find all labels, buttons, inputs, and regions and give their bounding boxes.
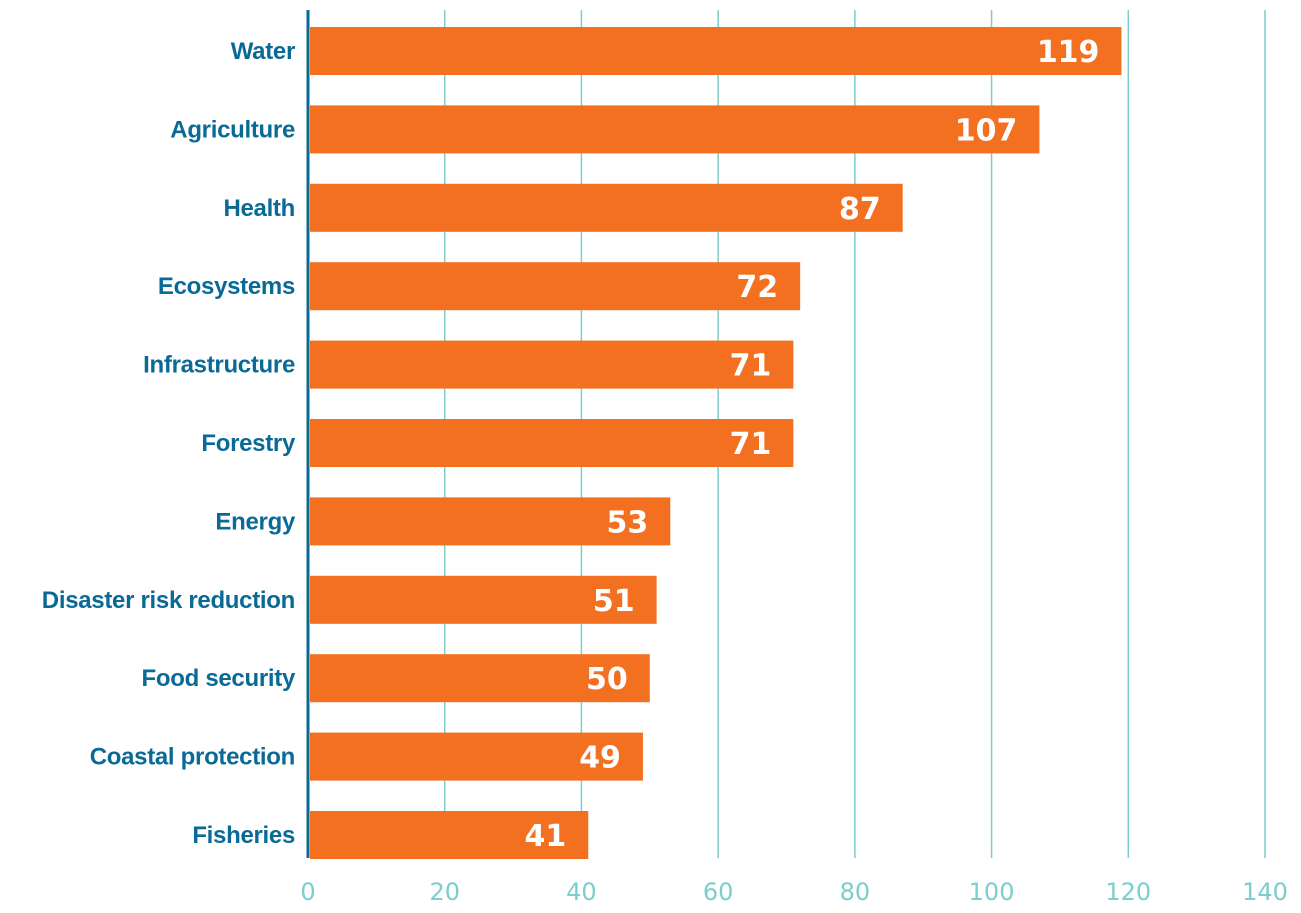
value-label: 119 xyxy=(1037,35,1100,70)
category-label: Forestry xyxy=(201,430,296,457)
value-label: 51 xyxy=(593,584,635,619)
value-label: 49 xyxy=(579,741,621,776)
value-label: 107 xyxy=(955,113,1018,148)
value-label: 72 xyxy=(736,270,778,305)
x-tick-labels: 0 20 40 60 80 100 120 140 xyxy=(300,878,1288,906)
category-label: Fisheries xyxy=(192,822,295,849)
value-label: 41 xyxy=(525,819,567,854)
bar xyxy=(310,340,794,389)
value-label: 53 xyxy=(607,505,649,540)
value-label: 87 xyxy=(839,192,881,227)
bars xyxy=(310,27,1122,859)
x-tick-label: 20 xyxy=(429,878,460,906)
bar xyxy=(310,183,903,232)
value-labels: 119 107 87 72 71 71 53 51 50 49 41 xyxy=(525,35,1100,854)
bar xyxy=(310,105,1040,154)
x-tick-label: 120 xyxy=(1105,878,1151,906)
x-tick-label: 0 xyxy=(300,878,315,906)
x-tick-label: 60 xyxy=(703,878,734,906)
category-label: Food security xyxy=(142,665,296,692)
category-label: Disaster risk reduction xyxy=(42,587,295,614)
bar xyxy=(310,732,643,781)
value-label: 50 xyxy=(586,662,628,697)
x-tick-label: 100 xyxy=(969,878,1015,906)
category-label: Ecosystems xyxy=(158,273,295,300)
x-tick-label: 80 xyxy=(840,878,871,906)
x-tick-label: 140 xyxy=(1242,878,1288,906)
x-tick-label: 40 xyxy=(566,878,597,906)
bar xyxy=(310,575,657,624)
bar xyxy=(310,262,801,311)
category-label: Coastal protection xyxy=(90,744,295,771)
category-labels: Water Agriculture Health Ecosystems Infrastr… xyxy=(42,38,296,849)
category-label: Water xyxy=(231,38,295,65)
bar xyxy=(310,654,650,703)
bar xyxy=(310,419,794,467)
category-label: Health xyxy=(223,195,295,222)
bar xyxy=(310,811,589,859)
category-label: Infrastructure xyxy=(143,352,295,379)
category-label: Agriculture xyxy=(170,116,295,143)
value-label: 71 xyxy=(730,349,772,384)
bar xyxy=(310,27,1122,75)
bar xyxy=(310,497,671,546)
category-label: Energy xyxy=(215,508,296,535)
value-label: 71 xyxy=(730,427,772,462)
